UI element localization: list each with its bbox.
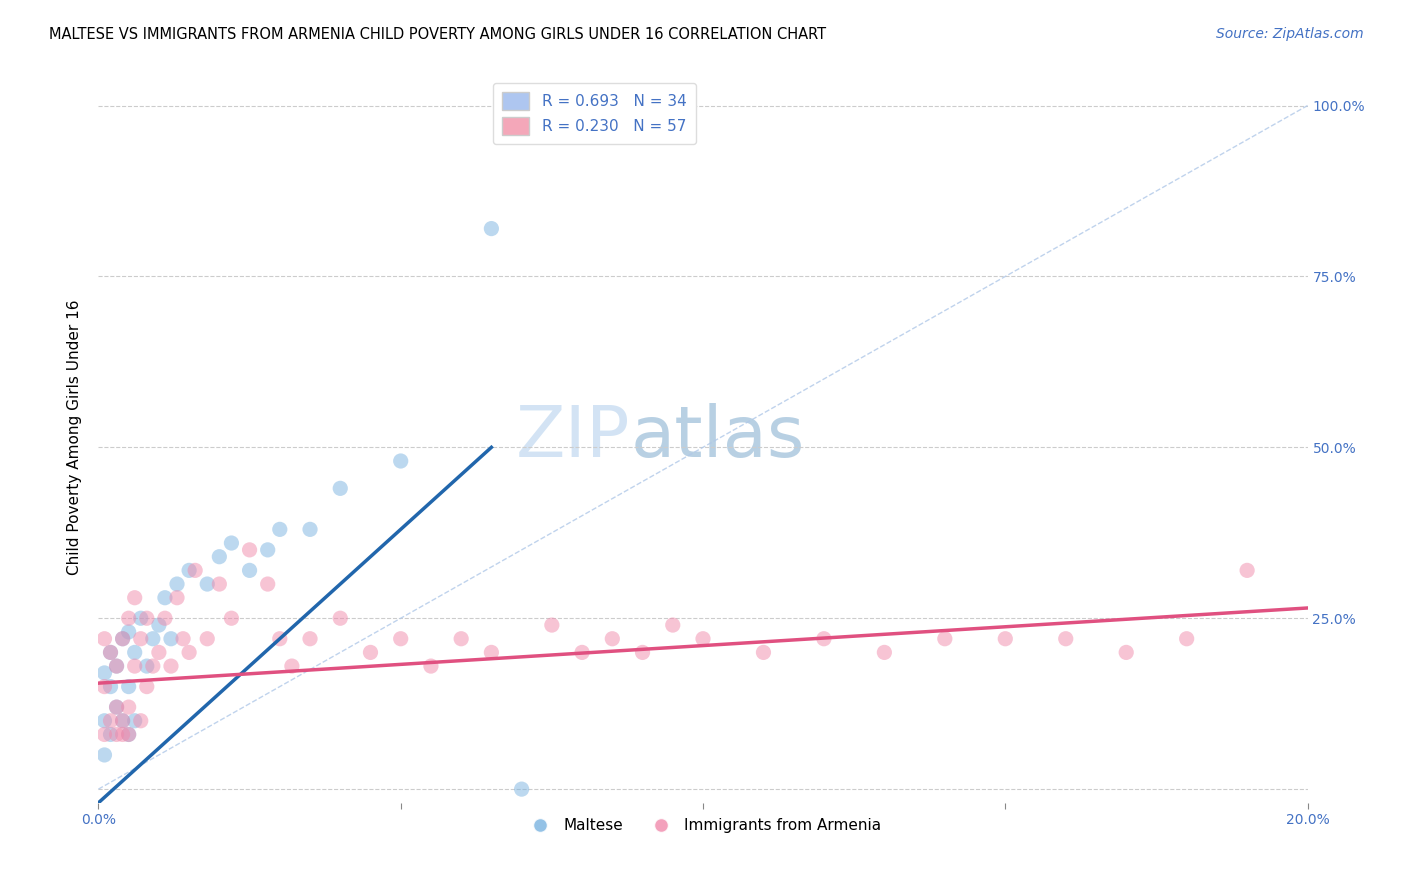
Point	[93, 680, 115, 694]
Point	[100, 714, 122, 728]
Point	[602, 632, 624, 646]
Point	[299, 632, 322, 646]
Point	[93, 727, 115, 741]
Text: MALTESE VS IMMIGRANTS FROM ARMENIA CHILD POVERTY AMONG GIRLS UNDER 16 CORRELATIO: MALTESE VS IMMIGRANTS FROM ARMENIA CHILD…	[49, 27, 827, 42]
Point	[329, 611, 352, 625]
Point	[105, 700, 128, 714]
Point	[153, 611, 176, 625]
Point	[540, 618, 562, 632]
Point	[661, 618, 683, 632]
Point	[329, 481, 352, 495]
Point	[118, 611, 141, 625]
Point	[153, 591, 176, 605]
Point	[208, 577, 231, 591]
Point	[389, 632, 412, 646]
Point	[934, 632, 956, 646]
Point	[129, 611, 152, 625]
Point	[124, 591, 146, 605]
Point	[269, 632, 291, 646]
Point	[239, 563, 262, 577]
Point	[111, 632, 134, 646]
Point	[299, 522, 322, 536]
Point	[93, 747, 115, 762]
Point	[160, 632, 183, 646]
Point	[208, 549, 231, 564]
Point	[124, 645, 146, 659]
Point	[118, 680, 141, 694]
Point	[481, 645, 503, 659]
Point	[269, 522, 291, 536]
Point	[195, 577, 218, 591]
Point	[118, 727, 141, 741]
Point	[281, 659, 304, 673]
Point	[105, 659, 128, 673]
Point	[360, 645, 382, 659]
Point	[142, 659, 165, 673]
Point	[166, 577, 188, 591]
Point	[184, 563, 207, 577]
Y-axis label: Child Poverty Among Girls Under 16: Child Poverty Among Girls Under 16	[67, 300, 83, 574]
Point	[100, 645, 122, 659]
Point	[105, 659, 128, 673]
Point	[420, 659, 443, 673]
Point	[135, 659, 157, 673]
Point	[129, 632, 152, 646]
Point	[179, 563, 201, 577]
Point	[135, 680, 157, 694]
Point	[111, 714, 134, 728]
Point	[692, 632, 714, 646]
Point	[93, 714, 115, 728]
Point	[389, 454, 412, 468]
Point	[124, 714, 146, 728]
Point	[105, 727, 128, 741]
Text: atlas: atlas	[630, 402, 804, 472]
Point	[135, 611, 157, 625]
Point	[256, 577, 278, 591]
Point	[100, 727, 122, 741]
Point	[631, 645, 654, 659]
Point	[1175, 632, 1198, 646]
Point	[148, 645, 170, 659]
Point	[179, 645, 201, 659]
Point	[172, 632, 194, 646]
Point	[256, 542, 278, 557]
Text: ZIP: ZIP	[516, 402, 630, 472]
Point	[111, 727, 134, 741]
Point	[510, 782, 533, 797]
Point	[481, 221, 503, 235]
Legend: Maltese, Immigrants from Armenia: Maltese, Immigrants from Armenia	[519, 812, 887, 839]
Point	[221, 536, 243, 550]
Point	[221, 611, 243, 625]
Point	[100, 680, 122, 694]
Text: Source: ZipAtlas.com: Source: ZipAtlas.com	[1216, 27, 1364, 41]
Point	[994, 632, 1017, 646]
Point	[93, 665, 115, 680]
Point	[1236, 563, 1258, 577]
Point	[124, 659, 146, 673]
Point	[118, 624, 141, 639]
Point	[160, 659, 183, 673]
Point	[166, 591, 188, 605]
Point	[195, 632, 218, 646]
Point	[873, 645, 896, 659]
Point	[148, 618, 170, 632]
Point	[142, 632, 165, 646]
Point	[239, 542, 262, 557]
Point	[1115, 645, 1137, 659]
Point	[93, 632, 115, 646]
Point	[118, 700, 141, 714]
Point	[111, 714, 134, 728]
Point	[129, 714, 152, 728]
Point	[450, 632, 472, 646]
Point	[813, 632, 835, 646]
Point	[752, 645, 775, 659]
Point	[571, 645, 593, 659]
Point	[1054, 632, 1077, 646]
Point	[105, 700, 128, 714]
Point	[111, 632, 134, 646]
Point	[118, 727, 141, 741]
Point	[100, 645, 122, 659]
